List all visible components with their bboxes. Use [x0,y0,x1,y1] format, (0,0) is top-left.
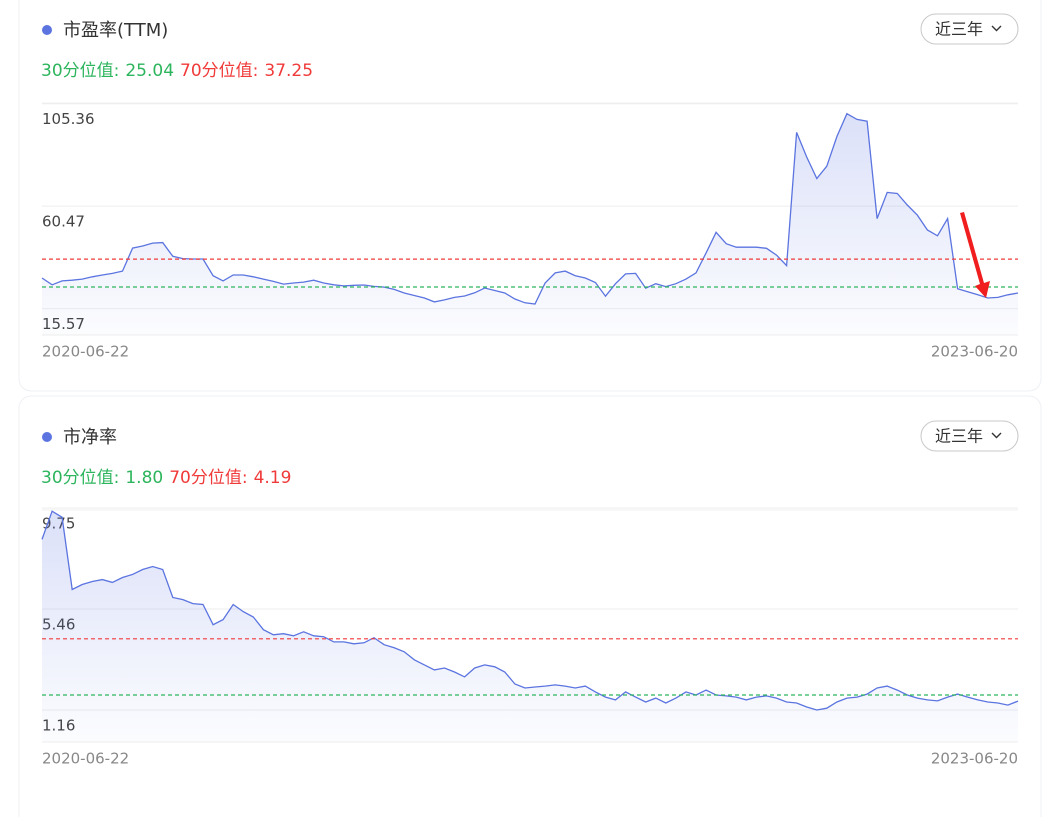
y-tick-label: 105.36 [42,110,95,128]
percentile-text: 30分位值: 1.80 70分位值: 4.19 [41,468,291,488]
percentile-text: 30分位值: 25.04 70分位值: 37.25 [41,61,313,81]
line [41,112,1019,305]
percentile-name: 70分位值: [169,468,247,488]
x-tick-label: 2020-06-22 [42,343,129,361]
title-dot [42,25,52,35]
chevron [991,432,1002,439]
percentile-value: 37.25 [264,61,313,81]
title-dot [42,432,52,442]
range-button[interactable] [920,420,1019,452]
x-tick-label: 2023-06-20 [931,343,1018,361]
chevron [991,25,1002,32]
area [42,511,1018,742]
line [41,510,1019,711]
annotation-arrow [960,212,990,298]
range-button[interactable] [920,13,1019,45]
range-button-label[interactable]: 近三年 [935,20,983,39]
area [42,113,1018,335]
charts: 市盈率(TTM)近三年30分位值:25.0470分位值:37.2515.5760… [41,13,1019,768]
percentile-name: 30分位值: [41,61,119,81]
x-tick-label: 2020-06-22 [42,750,129,768]
chart-title: 市盈率(TTM) [63,20,168,41]
percentile-name: 30分位值: [41,468,119,488]
percentile-value: 1.80 [125,468,163,488]
chart-title: 市净率 [63,427,117,448]
percentile-value: 25.04 [125,61,174,81]
percentile-value: 4.19 [254,468,292,488]
range-button-label[interactable]: 近三年 [935,427,983,446]
y-tick-label: 60.47 [42,213,85,231]
percentile-name: 70分位值: [180,61,258,81]
x-tick-label: 2023-06-20 [931,750,1018,768]
